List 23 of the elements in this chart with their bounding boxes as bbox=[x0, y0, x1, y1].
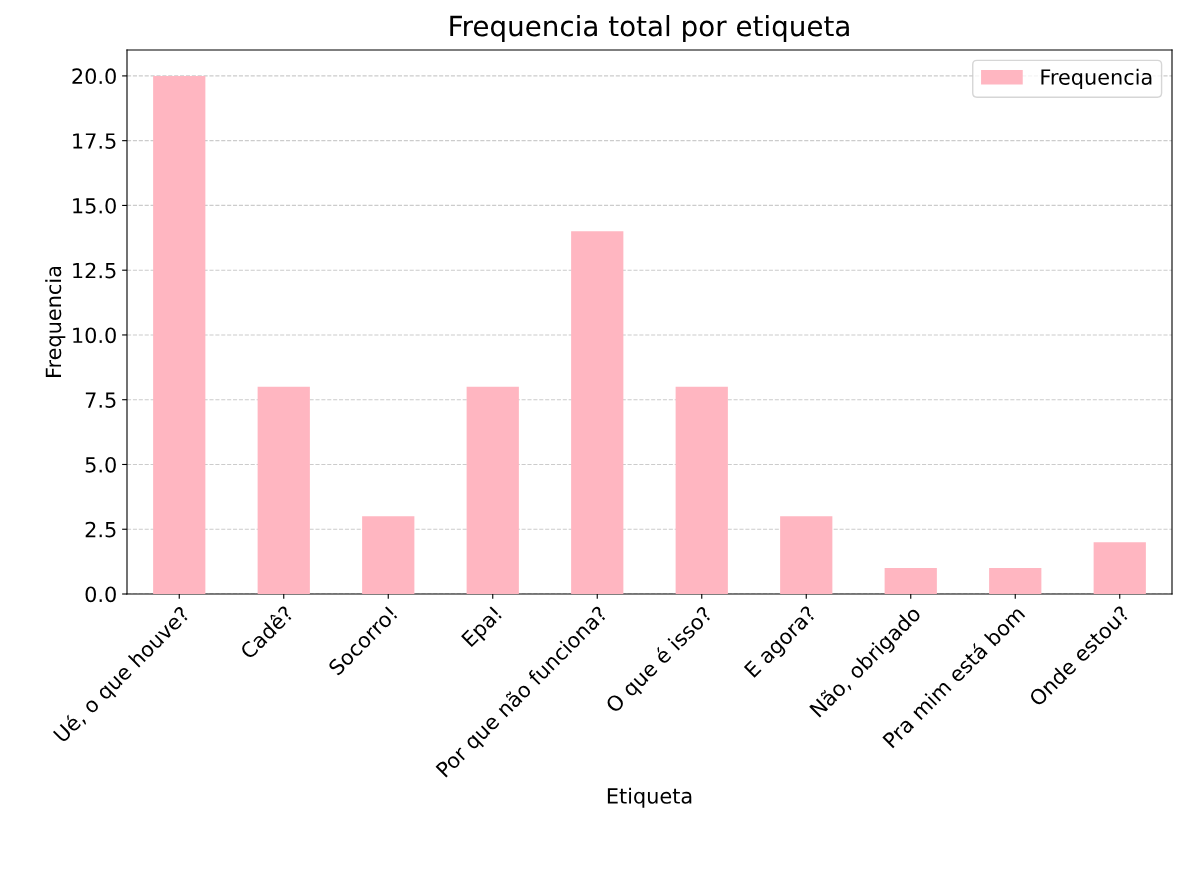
bar bbox=[362, 516, 415, 594]
y-axis-title: Frequencia bbox=[45, 266, 66, 377]
y-tick-label: 0.0 bbox=[85, 586, 116, 603]
y-tick-label: 5.0 bbox=[85, 456, 116, 473]
bar bbox=[675, 386, 728, 594]
y-tick-label: 7.5 bbox=[85, 392, 116, 408]
bar bbox=[571, 231, 624, 594]
y-tick-label: 12.5 bbox=[73, 262, 116, 279]
bar bbox=[989, 568, 1042, 594]
y-tick-label: 10.0 bbox=[73, 327, 116, 344]
y-tick-label: 15.0 bbox=[73, 197, 116, 214]
bar bbox=[153, 75, 206, 594]
x-axis-title: Etiqueta bbox=[607, 787, 692, 808]
bar bbox=[466, 386, 519, 594]
y-tick-label: 20.0 bbox=[72, 68, 116, 85]
bar bbox=[257, 386, 310, 594]
bar bbox=[1093, 542, 1146, 594]
bar bbox=[884, 568, 937, 594]
y-tick-label: 2.5 bbox=[85, 521, 116, 538]
chart-title: Frequencia total por etiqueta bbox=[450, 15, 849, 42]
legend-label: Frequencia bbox=[1041, 68, 1152, 89]
bar bbox=[780, 516, 833, 594]
y-tick-label: 17.5 bbox=[73, 133, 116, 149]
